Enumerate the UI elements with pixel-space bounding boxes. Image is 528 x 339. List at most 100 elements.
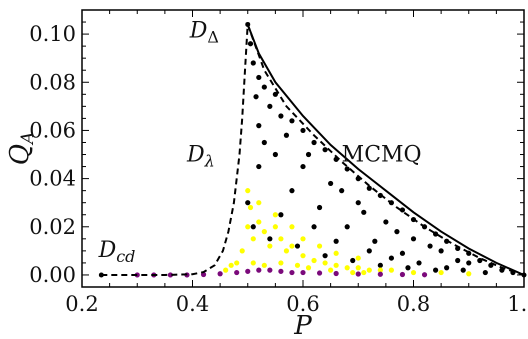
point-black xyxy=(399,250,406,256)
point-purple xyxy=(245,268,251,274)
point-yellow xyxy=(344,265,350,271)
point-yellow xyxy=(223,267,229,273)
point-yellow xyxy=(322,260,328,266)
point-black xyxy=(272,151,278,158)
point-black xyxy=(316,204,323,211)
point-yellow xyxy=(278,260,284,266)
y-tick-label: 0.00 xyxy=(29,263,76,287)
point-black xyxy=(466,260,472,266)
point-yellow xyxy=(300,236,306,242)
point-black xyxy=(256,74,262,81)
point-black xyxy=(256,163,262,170)
point-black xyxy=(460,267,466,273)
point-yellow xyxy=(311,257,317,264)
point-black xyxy=(388,255,394,261)
point-yellow xyxy=(239,248,245,254)
annotation-d-cd: Dcd xyxy=(98,238,136,266)
x-tick-label: 0.8 xyxy=(397,292,430,316)
annotation-d-lambda: Dλ xyxy=(186,143,215,171)
x-tick-label: 0.2 xyxy=(65,292,98,316)
point-yellow xyxy=(350,269,356,276)
point-black xyxy=(377,262,383,268)
y-tick-label: 0.10 xyxy=(29,22,76,46)
y-tick-label: 0.08 xyxy=(29,70,76,94)
point-yellow xyxy=(283,248,290,254)
point-yellow xyxy=(316,243,323,249)
point-yellow xyxy=(228,262,234,268)
series-yellow xyxy=(223,188,472,277)
point-yellow xyxy=(256,200,262,206)
point-purple xyxy=(300,269,306,276)
point-black xyxy=(355,200,361,206)
point-yellow xyxy=(289,243,295,249)
point-purple xyxy=(399,271,406,278)
point-black xyxy=(372,238,378,244)
point-purple xyxy=(167,272,173,278)
point-black xyxy=(344,224,350,230)
point-purple xyxy=(234,269,240,276)
point-black xyxy=(289,188,295,194)
point-purple xyxy=(217,271,223,277)
point-black xyxy=(267,236,273,242)
point-black xyxy=(267,103,273,109)
ticks-layer xyxy=(81,9,525,287)
point-black xyxy=(416,260,422,266)
point-black xyxy=(366,248,372,254)
point-black xyxy=(322,253,328,259)
y-tick-label: 0.02 xyxy=(29,215,76,239)
annotation-mcmq: MCMQ xyxy=(342,143,422,168)
point-black xyxy=(394,229,400,235)
point-yellow xyxy=(267,243,273,249)
point-yellow xyxy=(466,271,472,277)
point-yellow xyxy=(256,219,262,225)
y-axis-label-sub: A xyxy=(18,132,38,146)
annotation-d-delta-main: D xyxy=(189,19,208,44)
point-black xyxy=(383,219,389,225)
annotation-d-cd-sub: cd xyxy=(116,247,135,266)
point-yellow xyxy=(333,250,339,256)
point-black xyxy=(427,243,433,249)
point-yellow xyxy=(245,224,251,230)
annotation-d-delta: DΔ xyxy=(189,19,219,47)
tick-labels: 0.2 0.4 0.6 0.8 1.0 0.00 0.02 0.04 0.06 0.08 0.10 xyxy=(29,22,528,316)
point-yellow xyxy=(377,267,383,273)
data-layer xyxy=(98,21,527,278)
point-black xyxy=(350,257,356,264)
x-axis-label: P xyxy=(293,311,312,339)
point-yellow xyxy=(388,267,394,273)
point-yellow xyxy=(305,265,312,271)
point-yellow xyxy=(272,224,278,230)
point-black xyxy=(311,224,317,230)
point-yellow xyxy=(250,236,256,242)
point-yellow xyxy=(250,260,256,266)
x-tick-label: 1.0 xyxy=(507,292,528,316)
point-black xyxy=(289,118,295,124)
point-yellow xyxy=(234,260,240,266)
point-yellow xyxy=(289,224,295,230)
y-axis-label: QA xyxy=(5,132,38,166)
point-purple xyxy=(267,267,273,273)
point-yellow xyxy=(261,262,267,268)
point-black xyxy=(361,209,367,215)
point-black xyxy=(344,166,350,172)
point-purple xyxy=(316,270,323,276)
point-black xyxy=(253,94,259,100)
point-yellow xyxy=(366,267,372,273)
point-black xyxy=(300,127,306,134)
point-black xyxy=(482,269,488,276)
point-black xyxy=(333,238,339,244)
point-purple xyxy=(355,271,361,277)
point-black xyxy=(261,139,267,146)
endpoint-marker xyxy=(245,21,251,27)
point-purple xyxy=(333,270,339,277)
point-purple xyxy=(278,268,284,274)
point-black xyxy=(444,265,450,271)
point-purple xyxy=(289,269,295,276)
annotation-d-lambda-sub: λ xyxy=(204,152,215,171)
point-black xyxy=(250,224,256,230)
point-black xyxy=(399,207,406,213)
point-black xyxy=(311,139,317,146)
point-black xyxy=(405,265,411,271)
point-black xyxy=(247,41,254,47)
